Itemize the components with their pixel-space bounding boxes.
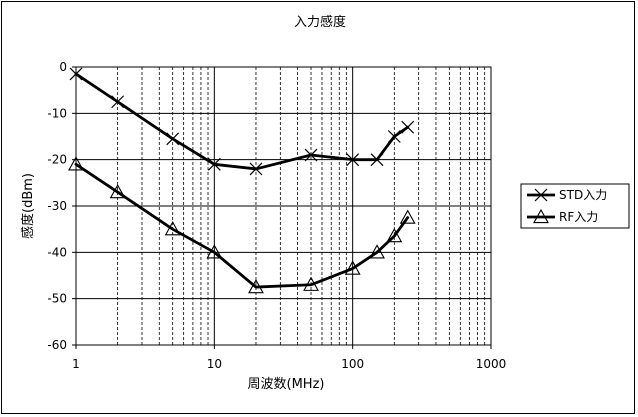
marker-stroke: [111, 95, 125, 109]
legend-marker: [534, 188, 548, 202]
marker-stroke: [370, 153, 384, 167]
legend-label: STD入力: [559, 188, 607, 202]
x-tick-label: 10: [207, 357, 222, 371]
marker-stroke: [166, 132, 180, 146]
series-1-point: [166, 132, 180, 146]
x-tick-label: 100: [341, 357, 364, 371]
series-1-point: [387, 130, 401, 143]
series-1-point: [401, 120, 415, 134]
x-tick-label: 1000: [476, 357, 507, 371]
legend-label: RF入力: [559, 210, 598, 224]
marker-stroke: [346, 153, 360, 167]
series-2-point: [206, 244, 223, 259]
series-1-point: [346, 153, 360, 167]
series-2-point: [164, 221, 181, 236]
series-1-point: [207, 157, 221, 171]
series-2-point: [68, 156, 84, 171]
series-2-point: [344, 260, 361, 275]
y-tick-label: 0: [59, 60, 67, 74]
marker-stroke: [207, 157, 221, 171]
legend-box: [520, 183, 630, 229]
y-tick-label: -10: [47, 106, 67, 120]
y-tick-label: -20: [47, 153, 67, 167]
marker-stroke: [534, 188, 548, 202]
series-2-point: [369, 244, 385, 259]
x-axis-label: 周波数(MHz): [248, 377, 325, 392]
series-1-point: [370, 153, 384, 167]
legend: STD入力 RF入力: [520, 183, 630, 229]
y-tick-label: -30: [47, 199, 67, 213]
series-1-point: [304, 148, 318, 162]
marker-stroke: [69, 67, 83, 81]
series-2-point: [386, 227, 403, 243]
marker-stroke: [249, 162, 263, 176]
marker-stroke: [401, 120, 415, 134]
series-line-1: [74, 72, 410, 171]
y-axis-label: 感度(dBm): [20, 173, 36, 239]
series-1-point: [111, 95, 125, 109]
y-tick-label: -40: [47, 245, 67, 259]
y-tick-label: -50: [47, 292, 67, 306]
series-2-point: [399, 209, 416, 224]
series-1-point: [249, 162, 263, 176]
y-tick-label: -60: [47, 338, 67, 352]
marker-stroke: [304, 148, 318, 162]
plot-area: 0 -10 -20 -30 -40 -50 -60 1 10 100 1000: [47, 60, 506, 371]
chart-title: 入力感度: [294, 14, 346, 30]
series-2-point: [303, 276, 319, 291]
x-tick-label: 1: [72, 357, 80, 371]
series-2-point: [248, 278, 264, 294]
series-2-point: [109, 183, 126, 199]
marker-stroke: [387, 130, 401, 143]
series-line-2: [74, 162, 410, 289]
legend-marker: [533, 208, 549, 224]
series-1-point: [69, 67, 83, 81]
